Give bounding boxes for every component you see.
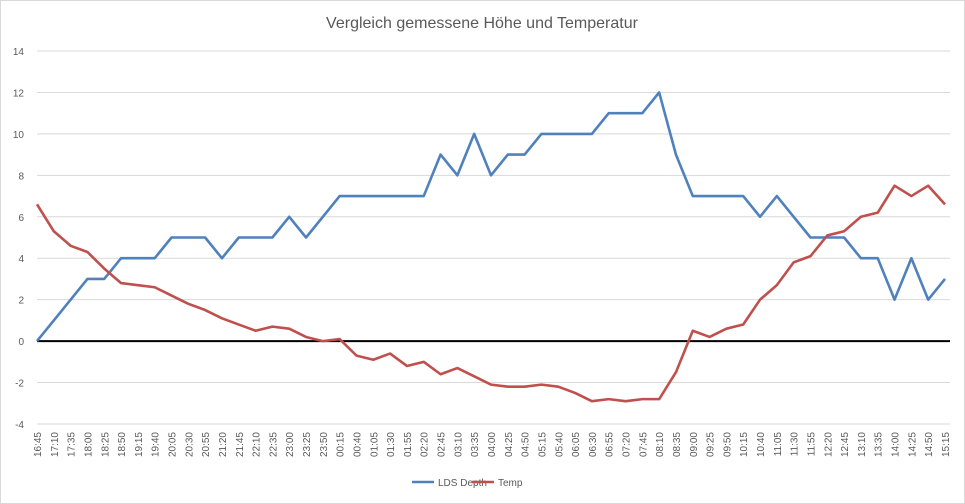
- x-tick-label: 04:25: [504, 432, 515, 457]
- x-tick-label: 19:15: [134, 432, 145, 457]
- x-tick-label: 19:40: [151, 432, 162, 457]
- x-tick-label: 10:15: [739, 432, 750, 457]
- x-tick-label: 05:40: [554, 432, 565, 457]
- x-tick-label: 12:45: [840, 432, 851, 457]
- x-tick-label: 03:10: [453, 432, 464, 457]
- x-tick-label: 17:35: [67, 432, 78, 457]
- x-tick-label: 00:15: [336, 432, 347, 457]
- x-tick-label: 18:25: [100, 432, 111, 457]
- x-tick-label: 01:30: [386, 432, 397, 457]
- x-tick-label: 14:00: [891, 432, 902, 457]
- x-tick-label: 09:25: [706, 432, 717, 457]
- x-tick-label: 00:40: [352, 432, 363, 457]
- x-tick-label: 07:20: [622, 432, 633, 457]
- x-tick-label: 04:50: [521, 432, 532, 457]
- y-tick-label: 12: [13, 88, 25, 99]
- legend-label: LDS Depth: [438, 478, 487, 489]
- legend-label: Temp: [498, 478, 523, 489]
- x-tick-label: 06:55: [605, 432, 616, 457]
- x-tick-label: 21:45: [235, 432, 246, 457]
- y-tick-label: 14: [13, 47, 25, 58]
- x-tick-label: 23:00: [285, 432, 296, 457]
- y-tick-label: 6: [18, 213, 24, 224]
- y-tick-label: -2: [15, 379, 24, 390]
- x-tick-label: 11:30: [790, 432, 801, 457]
- x-tick-label: 14:50: [924, 432, 935, 457]
- x-tick-label: 11:05: [773, 432, 784, 457]
- x-tick-label: 20:30: [184, 432, 195, 457]
- x-tick-label: 12:20: [823, 432, 834, 457]
- series-line-temp: [35, 184, 946, 403]
- x-tick-label: 22:35: [268, 432, 279, 457]
- y-tick-label: 8: [18, 171, 24, 182]
- x-tick-label: 01:05: [369, 432, 380, 457]
- x-tick-label: 21:20: [218, 432, 229, 457]
- x-tick-label: 15:15: [941, 432, 952, 457]
- chart-title: Vergleich gemessene Höhe und Temperatur: [326, 15, 639, 32]
- x-tick-label: 20:55: [201, 432, 212, 457]
- x-tick-label: 13:35: [874, 432, 885, 457]
- y-tick-label: 2: [18, 296, 24, 307]
- y-tick-label: -4: [15, 420, 24, 431]
- x-tick-label: 08:35: [672, 432, 683, 457]
- x-tick-label: 23:25: [302, 432, 313, 457]
- x-tick-label: 07:45: [638, 432, 649, 457]
- x-tick-label: 05:15: [537, 432, 548, 457]
- x-tick-label: 11:55: [806, 432, 817, 457]
- x-tick-label: 23:50: [319, 432, 330, 457]
- x-tick-label: 18:50: [117, 432, 128, 457]
- x-tick-label: 01:55: [403, 432, 414, 457]
- x-tick-label: 14:25: [907, 432, 918, 457]
- y-tick-label: 4: [18, 254, 24, 265]
- x-tick-label: 02:20: [420, 432, 431, 457]
- x-tick-label: 02:45: [437, 432, 448, 457]
- x-tick-label: 09:00: [689, 432, 700, 457]
- x-tick-label: 06:05: [571, 432, 582, 457]
- x-tick-label: 08:10: [655, 432, 666, 457]
- y-tick-label: 10: [13, 130, 25, 141]
- x-tick-label: 09:50: [722, 432, 733, 457]
- x-tick-label: 03:35: [470, 432, 481, 457]
- x-tick-label: 18:00: [83, 432, 94, 457]
- x-tick-label: 20:05: [168, 432, 179, 457]
- x-tick-label: 22:10: [252, 432, 263, 457]
- y-tick-label: 0: [18, 337, 24, 348]
- x-tick-label: 16:45: [33, 432, 44, 457]
- x-tick-label: 04:00: [487, 432, 498, 457]
- x-tick-label: 10:40: [756, 432, 767, 457]
- x-tick-label: 17:10: [50, 432, 61, 457]
- x-tick-label: 13:10: [857, 432, 868, 457]
- x-tick-label: 06:30: [588, 432, 599, 457]
